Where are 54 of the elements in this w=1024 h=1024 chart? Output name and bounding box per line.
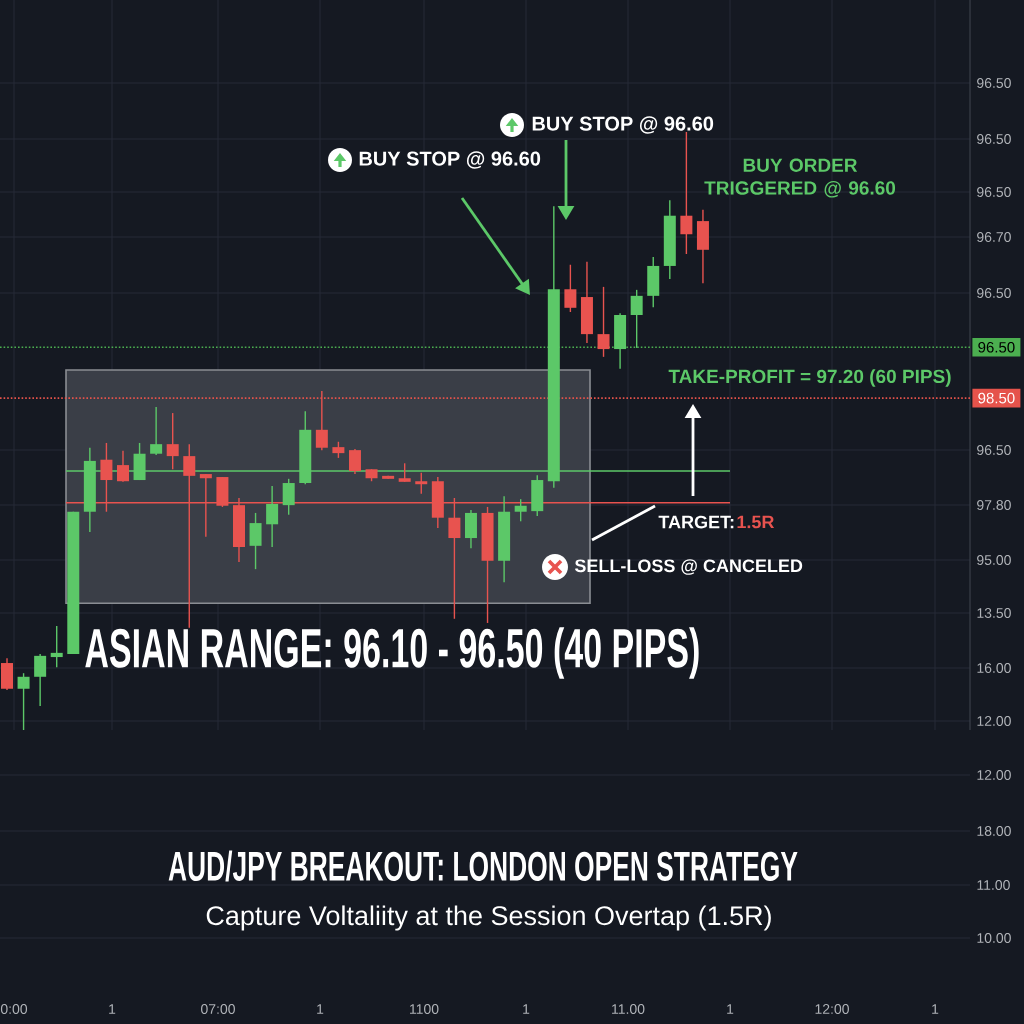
text: 18.00 (977, 826, 1011, 836)
candlestick (249, 512, 262, 570)
candlestick (50, 625, 63, 668)
candlestick (348, 448, 361, 475)
text: 97.80 (977, 500, 1011, 510)
candlestick (150, 406, 163, 456)
candlestick (17, 672, 30, 731)
text: 96.50 (977, 445, 1011, 455)
candlestick (630, 289, 643, 349)
text: 12.00 (977, 770, 1011, 780)
candlestick (680, 131, 693, 255)
text: 96.50 (977, 78, 1011, 88)
text: 1 (727, 1004, 734, 1014)
text: 96.50 (977, 134, 1011, 144)
text: 07:00 (201, 1004, 235, 1014)
annotation: SELL-LOSS @ CANCELED (574, 559, 803, 575)
candlestick (514, 498, 527, 522)
candlestick (282, 478, 295, 516)
text: 98.50 (978, 392, 1015, 404)
text: 96.50 (977, 288, 1011, 298)
text: 0:00 (0, 1004, 28, 1014)
candlestick (116, 450, 129, 483)
text: 10.00 (977, 933, 1011, 943)
text: 1 (317, 1004, 324, 1014)
annotation: TARGET: (658, 515, 734, 529)
annotation: BUY ORDER TRIGGERED @ 96.60 (704, 158, 896, 198)
text: 1100 (410, 1004, 439, 1014)
candlestick (266, 485, 279, 548)
text: 96.70 (977, 232, 1011, 242)
candlestick (564, 264, 577, 313)
annotation: BUY STOP @ 96.60 (532, 116, 714, 134)
text: 16.00 (977, 663, 1011, 673)
text: 95.00 (977, 555, 1011, 565)
candlestick (34, 653, 47, 707)
text: 96.50 (977, 187, 1011, 197)
text: 12.00 (977, 716, 1011, 726)
annotation: BUY STOP @ 96.60 (359, 151, 541, 169)
candlestick (398, 462, 411, 483)
candlestick (597, 286, 610, 358)
candlestick (166, 412, 179, 470)
candlestick (415, 472, 428, 495)
text: 1 (523, 1004, 530, 1014)
text: 1 (932, 1004, 939, 1014)
text: 11.00 (612, 1004, 645, 1014)
annotation: ASIAN RANGE: 96.10 - 96.50 (40 PIPS) (85, 627, 699, 679)
text: Capture Voltaliity at the Session Overtap (1.5R) (206, 905, 771, 931)
text: 1 (109, 1004, 116, 1014)
text: AUD/JPY BREAKOUT: LONDON OPEN STRATEGY (168, 850, 798, 882)
text: 12:00 (815, 1004, 849, 1014)
text: 1.5R (737, 515, 775, 529)
annotation: TAKE-PROFIT = 97.20 (60 PIPS) (668, 369, 951, 387)
text: 11.00 (977, 880, 1010, 890)
text: 96.50 (978, 341, 1015, 353)
text: 13.50 (977, 608, 1011, 618)
